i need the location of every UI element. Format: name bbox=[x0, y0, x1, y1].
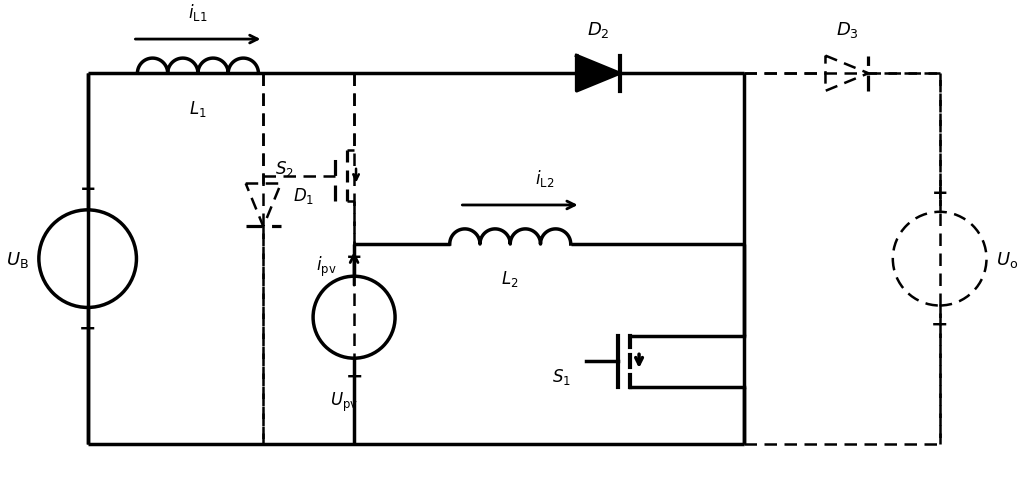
Text: +: + bbox=[80, 180, 96, 199]
Polygon shape bbox=[576, 57, 619, 92]
Text: $S_2$: $S_2$ bbox=[275, 159, 293, 179]
Text: $U_{\rm o}$: $U_{\rm o}$ bbox=[996, 249, 1019, 269]
Text: −: − bbox=[79, 318, 96, 338]
Text: +: + bbox=[345, 248, 363, 267]
Text: $D_1$: $D_1$ bbox=[292, 186, 314, 206]
Text: −: − bbox=[931, 314, 948, 334]
Text: $L_1$: $L_1$ bbox=[189, 99, 206, 119]
Text: +: + bbox=[931, 183, 947, 203]
Text: $U_{\rm B}$: $U_{\rm B}$ bbox=[6, 249, 29, 269]
Text: $i_{\rm pv}$: $i_{\rm pv}$ bbox=[316, 254, 336, 278]
Text: $D_3$: $D_3$ bbox=[836, 20, 858, 40]
Text: $S_1$: $S_1$ bbox=[552, 366, 570, 386]
Text: $D_2$: $D_2$ bbox=[587, 20, 609, 40]
Text: $L_2$: $L_2$ bbox=[502, 269, 519, 289]
Text: $U_{\rm pv}$: $U_{\rm pv}$ bbox=[330, 389, 359, 413]
Text: −: − bbox=[345, 366, 363, 386]
Text: $i_{\rm L2}$: $i_{\rm L2}$ bbox=[535, 168, 554, 189]
Text: $i_{\rm L1}$: $i_{\rm L1}$ bbox=[188, 2, 207, 23]
